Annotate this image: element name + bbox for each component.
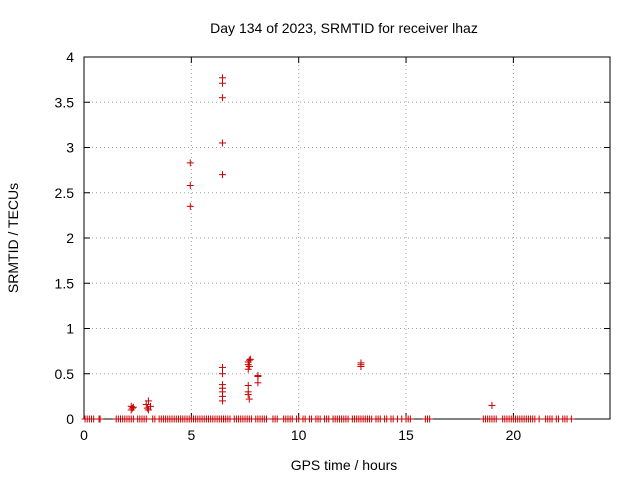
data-point xyxy=(244,382,252,390)
data-point xyxy=(245,363,253,371)
plot-frame xyxy=(83,56,611,420)
grid-lines xyxy=(84,57,610,419)
data-points xyxy=(81,74,575,423)
data-point xyxy=(218,139,226,147)
data-point xyxy=(254,379,262,387)
y-tick-label: 2 xyxy=(66,230,74,246)
data-point xyxy=(218,363,226,371)
y-tick-label: 1.5 xyxy=(55,275,75,291)
data-point xyxy=(245,356,253,364)
data-point xyxy=(246,355,254,363)
data-point xyxy=(426,415,434,423)
x-tick-label: 20 xyxy=(506,427,522,443)
data-point xyxy=(186,202,194,210)
chart-title: Day 134 of 2023, SRMTID for receiver lha… xyxy=(210,20,478,36)
y-tick-label: 0 xyxy=(66,411,74,427)
data-point xyxy=(142,415,150,423)
data-point xyxy=(128,404,136,412)
y-tick-label: 0.5 xyxy=(55,366,75,382)
data-point xyxy=(492,415,500,423)
x-tick-labels: 0 5 10 15 20 xyxy=(80,427,521,443)
axis-ticks xyxy=(83,56,610,420)
data-point xyxy=(129,403,137,411)
data-point xyxy=(147,402,155,410)
data-point xyxy=(406,415,414,423)
data-point xyxy=(218,171,226,179)
x-axis-label: GPS time / hours xyxy=(291,457,398,473)
data-point xyxy=(218,94,226,102)
y-tick-label: 1 xyxy=(66,321,74,337)
data-point xyxy=(218,397,226,405)
data-point xyxy=(567,415,575,423)
x-tick-label: 5 xyxy=(187,427,195,443)
data-point xyxy=(254,372,262,380)
data-point xyxy=(220,415,228,423)
y-tick-labels: 0 0.5 1 1.5 2 2.5 3 3.5 4 xyxy=(55,49,75,427)
data-point xyxy=(262,415,270,423)
y-tick-label: 3 xyxy=(66,140,74,156)
data-point xyxy=(144,397,152,405)
data-point xyxy=(142,401,150,409)
y-tick-label: 4 xyxy=(66,49,74,65)
x-tick-label: 10 xyxy=(291,427,307,443)
data-point xyxy=(144,406,152,414)
data-point xyxy=(143,404,151,412)
data-point xyxy=(357,361,365,369)
data-point xyxy=(245,395,253,403)
data-point xyxy=(218,370,226,378)
y-axis-label: SRMTID / TECUs xyxy=(5,183,21,293)
x-tick-label: 15 xyxy=(398,427,414,443)
data-point xyxy=(488,401,496,409)
data-point xyxy=(218,79,226,87)
data-point xyxy=(244,391,252,399)
data-point xyxy=(186,182,194,190)
y-tick-label: 2.5 xyxy=(55,185,75,201)
data-point xyxy=(535,415,543,423)
data-point xyxy=(96,415,104,423)
y-tick-label: 3.5 xyxy=(55,94,75,110)
x-tick-label: 0 xyxy=(80,427,88,443)
data-point xyxy=(273,415,281,423)
data-point xyxy=(186,159,194,167)
